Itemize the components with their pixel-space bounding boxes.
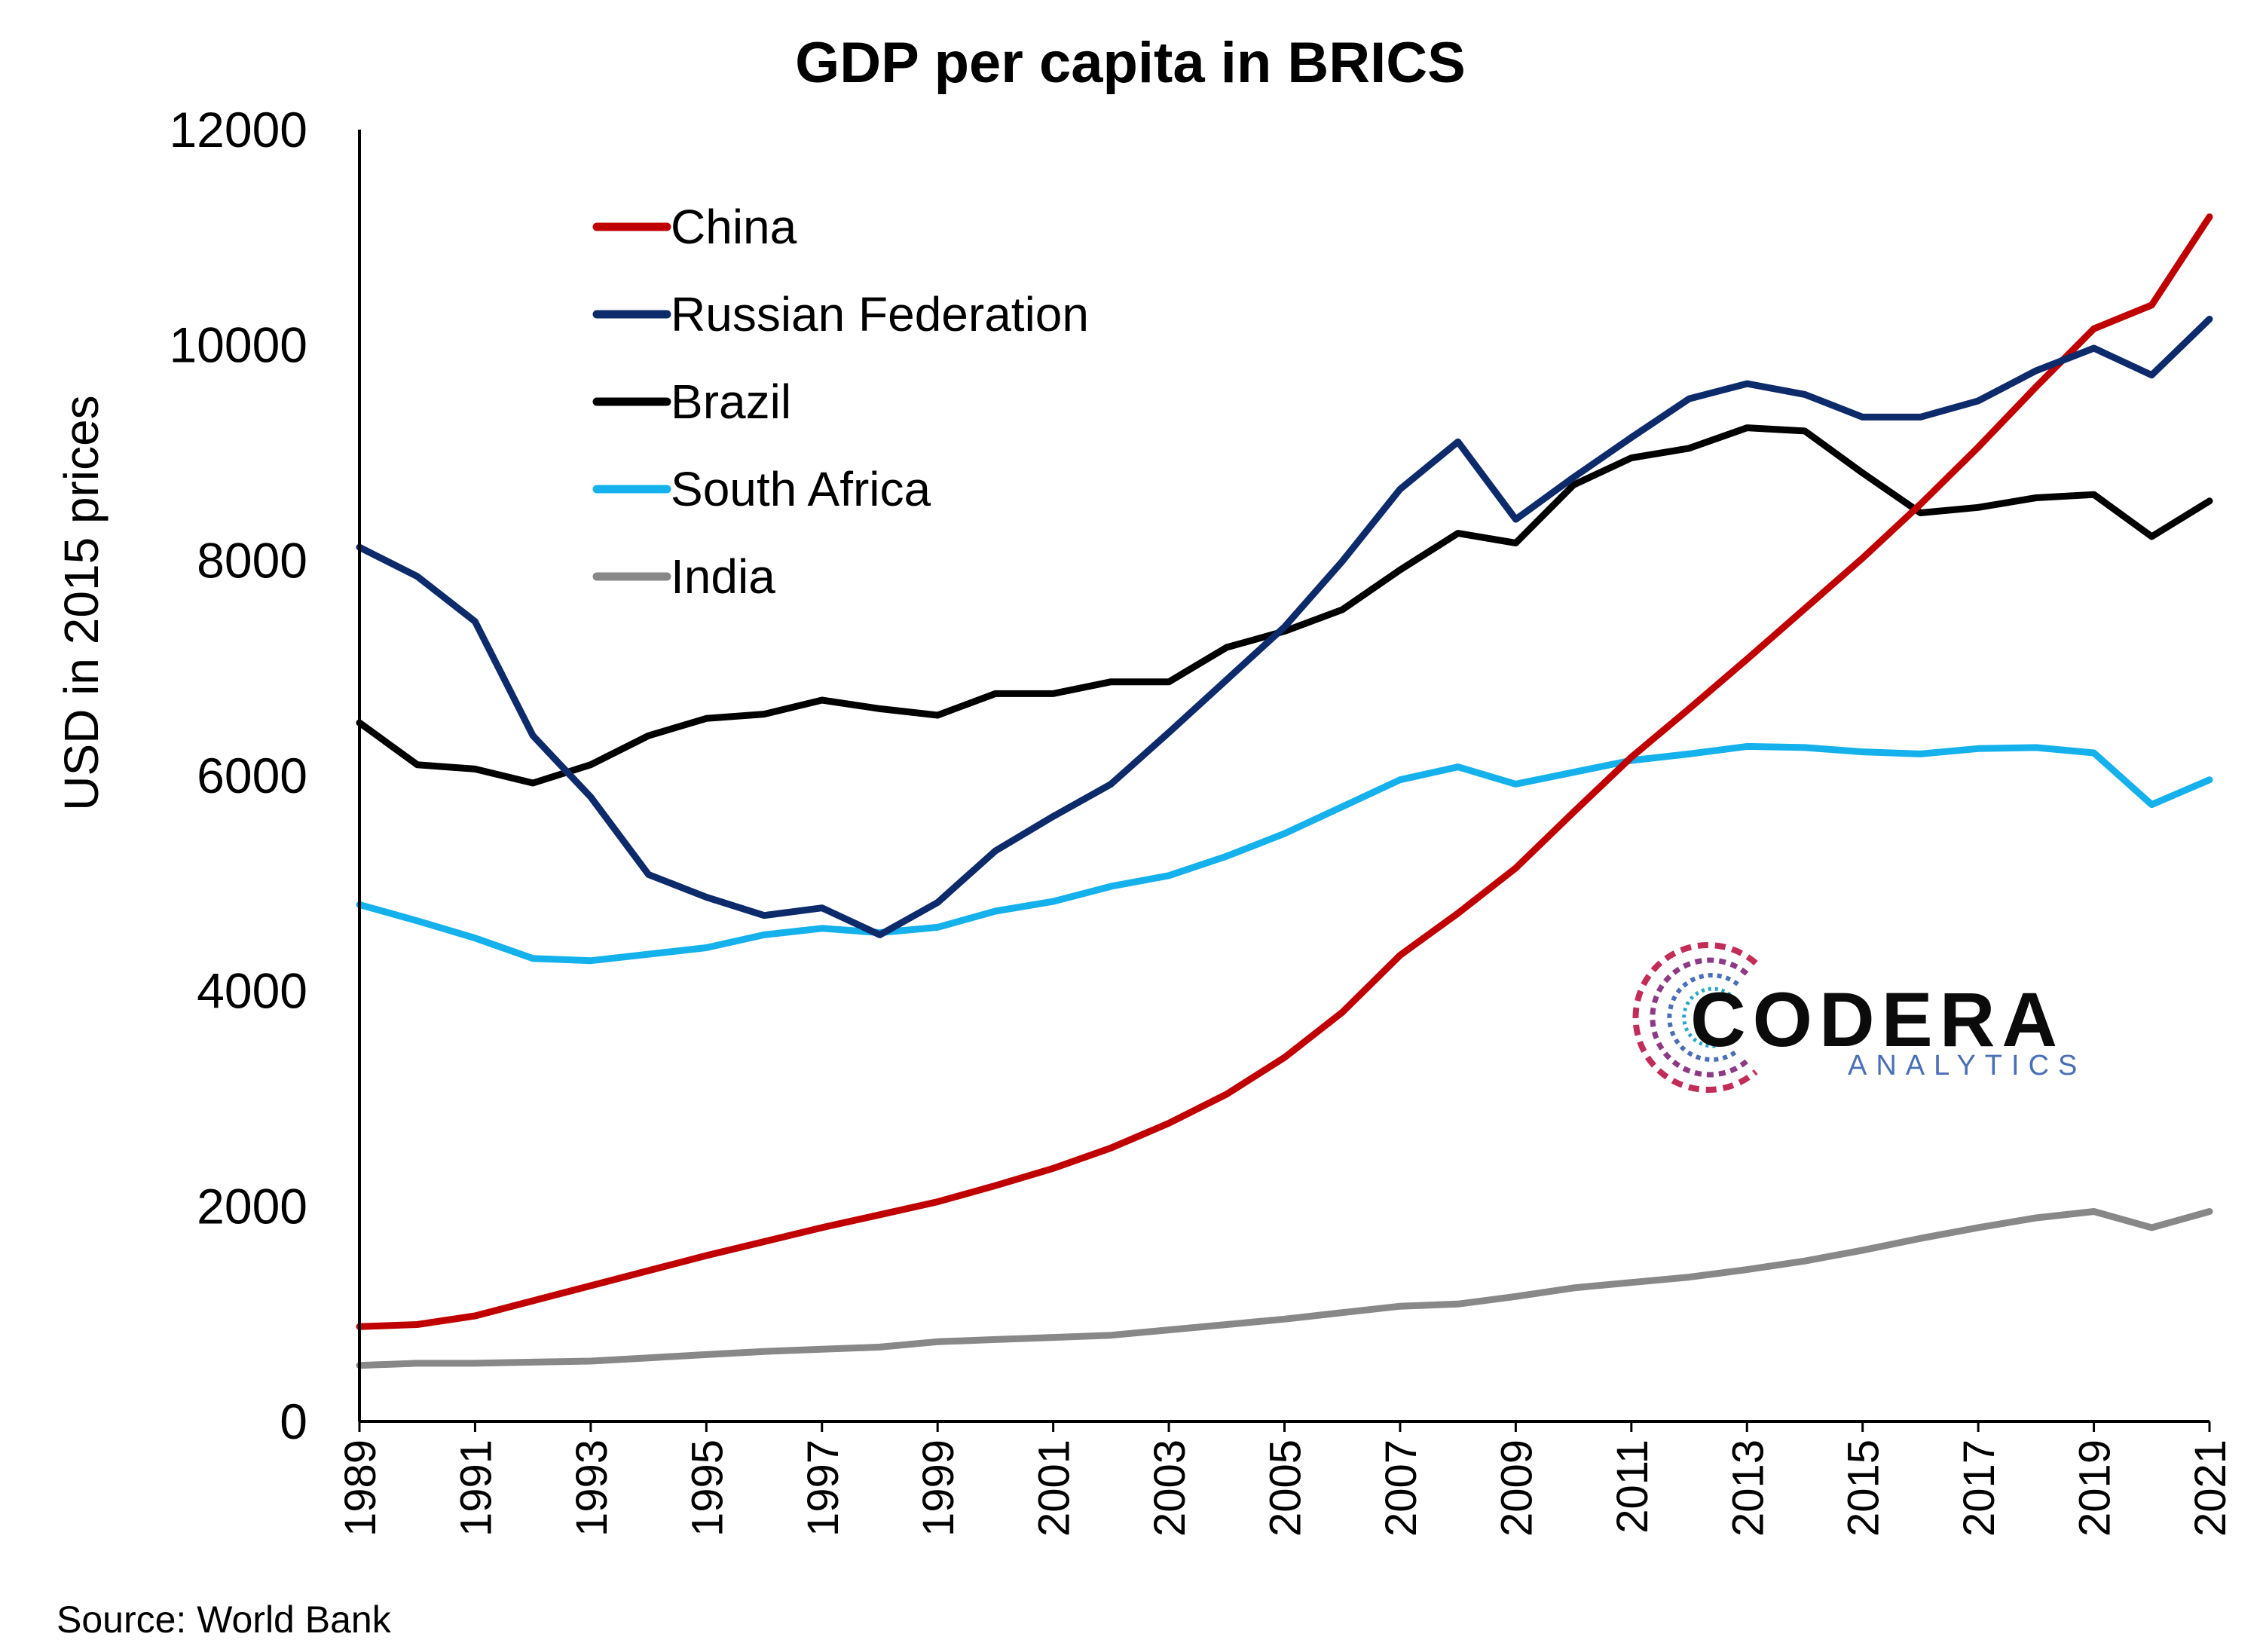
legend-item: Brazil: [592, 375, 791, 429]
x-tick-label: 2011: [1608, 1439, 1657, 1534]
y-tick-label: 6000: [197, 748, 307, 803]
legend-label: South Africa: [671, 462, 931, 516]
legend-label: China: [671, 200, 797, 254]
series-lines: [356, 213, 2213, 1369]
legend: China Russian Federation Brazil South Afric…: [592, 200, 1089, 604]
x-tick-label: 1997: [799, 1439, 848, 1537]
y-axis-ticks: 0 2000 4000 6000 8000 10000 12000: [169, 102, 307, 1449]
legend-item: China: [592, 200, 797, 254]
x-tick-label: 2007: [1377, 1439, 1426, 1537]
x-tick-label: 2009: [1492, 1439, 1541, 1537]
x-tick-label: 1989: [336, 1439, 385, 1537]
x-tick-label: 2013: [1723, 1439, 1772, 1537]
series-line-russian-federation: [356, 315, 2213, 938]
x-tick-label: 1995: [683, 1439, 732, 1537]
series-line-brazil: [356, 424, 2213, 787]
y-tick-label: 4000: [197, 963, 307, 1019]
chart-title: GDP per capita in BRICS: [795, 31, 1466, 95]
series-line-india: [356, 1208, 2213, 1369]
logo-text: CODERA: [1690, 977, 2064, 1063]
logo-subtext: ANALYTICS: [1848, 1050, 2086, 1081]
y-tick-label: 12000: [169, 102, 307, 158]
x-tick-label: 1991: [451, 1439, 500, 1537]
y-tick-label: 8000: [197, 532, 307, 588]
legend-label: Russian Federation: [671, 287, 1089, 341]
legend-label: India: [671, 549, 775, 604]
x-tick-label: 2005: [1261, 1439, 1310, 1537]
x-axis-ticks: 1989 1991 1993 1995 1997 1999 2001 2003 2005 2007…: [336, 1421, 2235, 1537]
series-line-south-africa: [356, 742, 2213, 965]
legend-item: South Africa: [592, 462, 931, 516]
legend-item: Russian Federation: [592, 287, 1089, 341]
legend-item: India: [592, 549, 775, 604]
x-tick-label: 2019: [2071, 1439, 2120, 1537]
x-tick-label: 2021: [2186, 1439, 2235, 1537]
x-tick-label: 2003: [1145, 1439, 1194, 1537]
y-tick-label: 2000: [197, 1178, 307, 1234]
y-tick-label: 10000: [169, 317, 307, 373]
x-tick-label: 2015: [1839, 1439, 1888, 1537]
x-tick-label: 2017: [1955, 1439, 2004, 1537]
source-note: Source: World Bank: [57, 1598, 392, 1641]
legend-label: Brazil: [671, 375, 791, 429]
y-axis-label: USD in 2015 prices: [54, 395, 109, 810]
x-tick-label: 2001: [1030, 1439, 1079, 1537]
series-line-china: [356, 213, 2213, 1330]
x-tick-label: 1993: [567, 1439, 616, 1537]
x-tick-label: 1999: [914, 1439, 963, 1537]
codera-logo: CODERA ANALYTICS: [1632, 942, 2086, 1093]
logo-arc-icon: [1632, 942, 1758, 1093]
y-tick-label: 0: [280, 1393, 307, 1449]
